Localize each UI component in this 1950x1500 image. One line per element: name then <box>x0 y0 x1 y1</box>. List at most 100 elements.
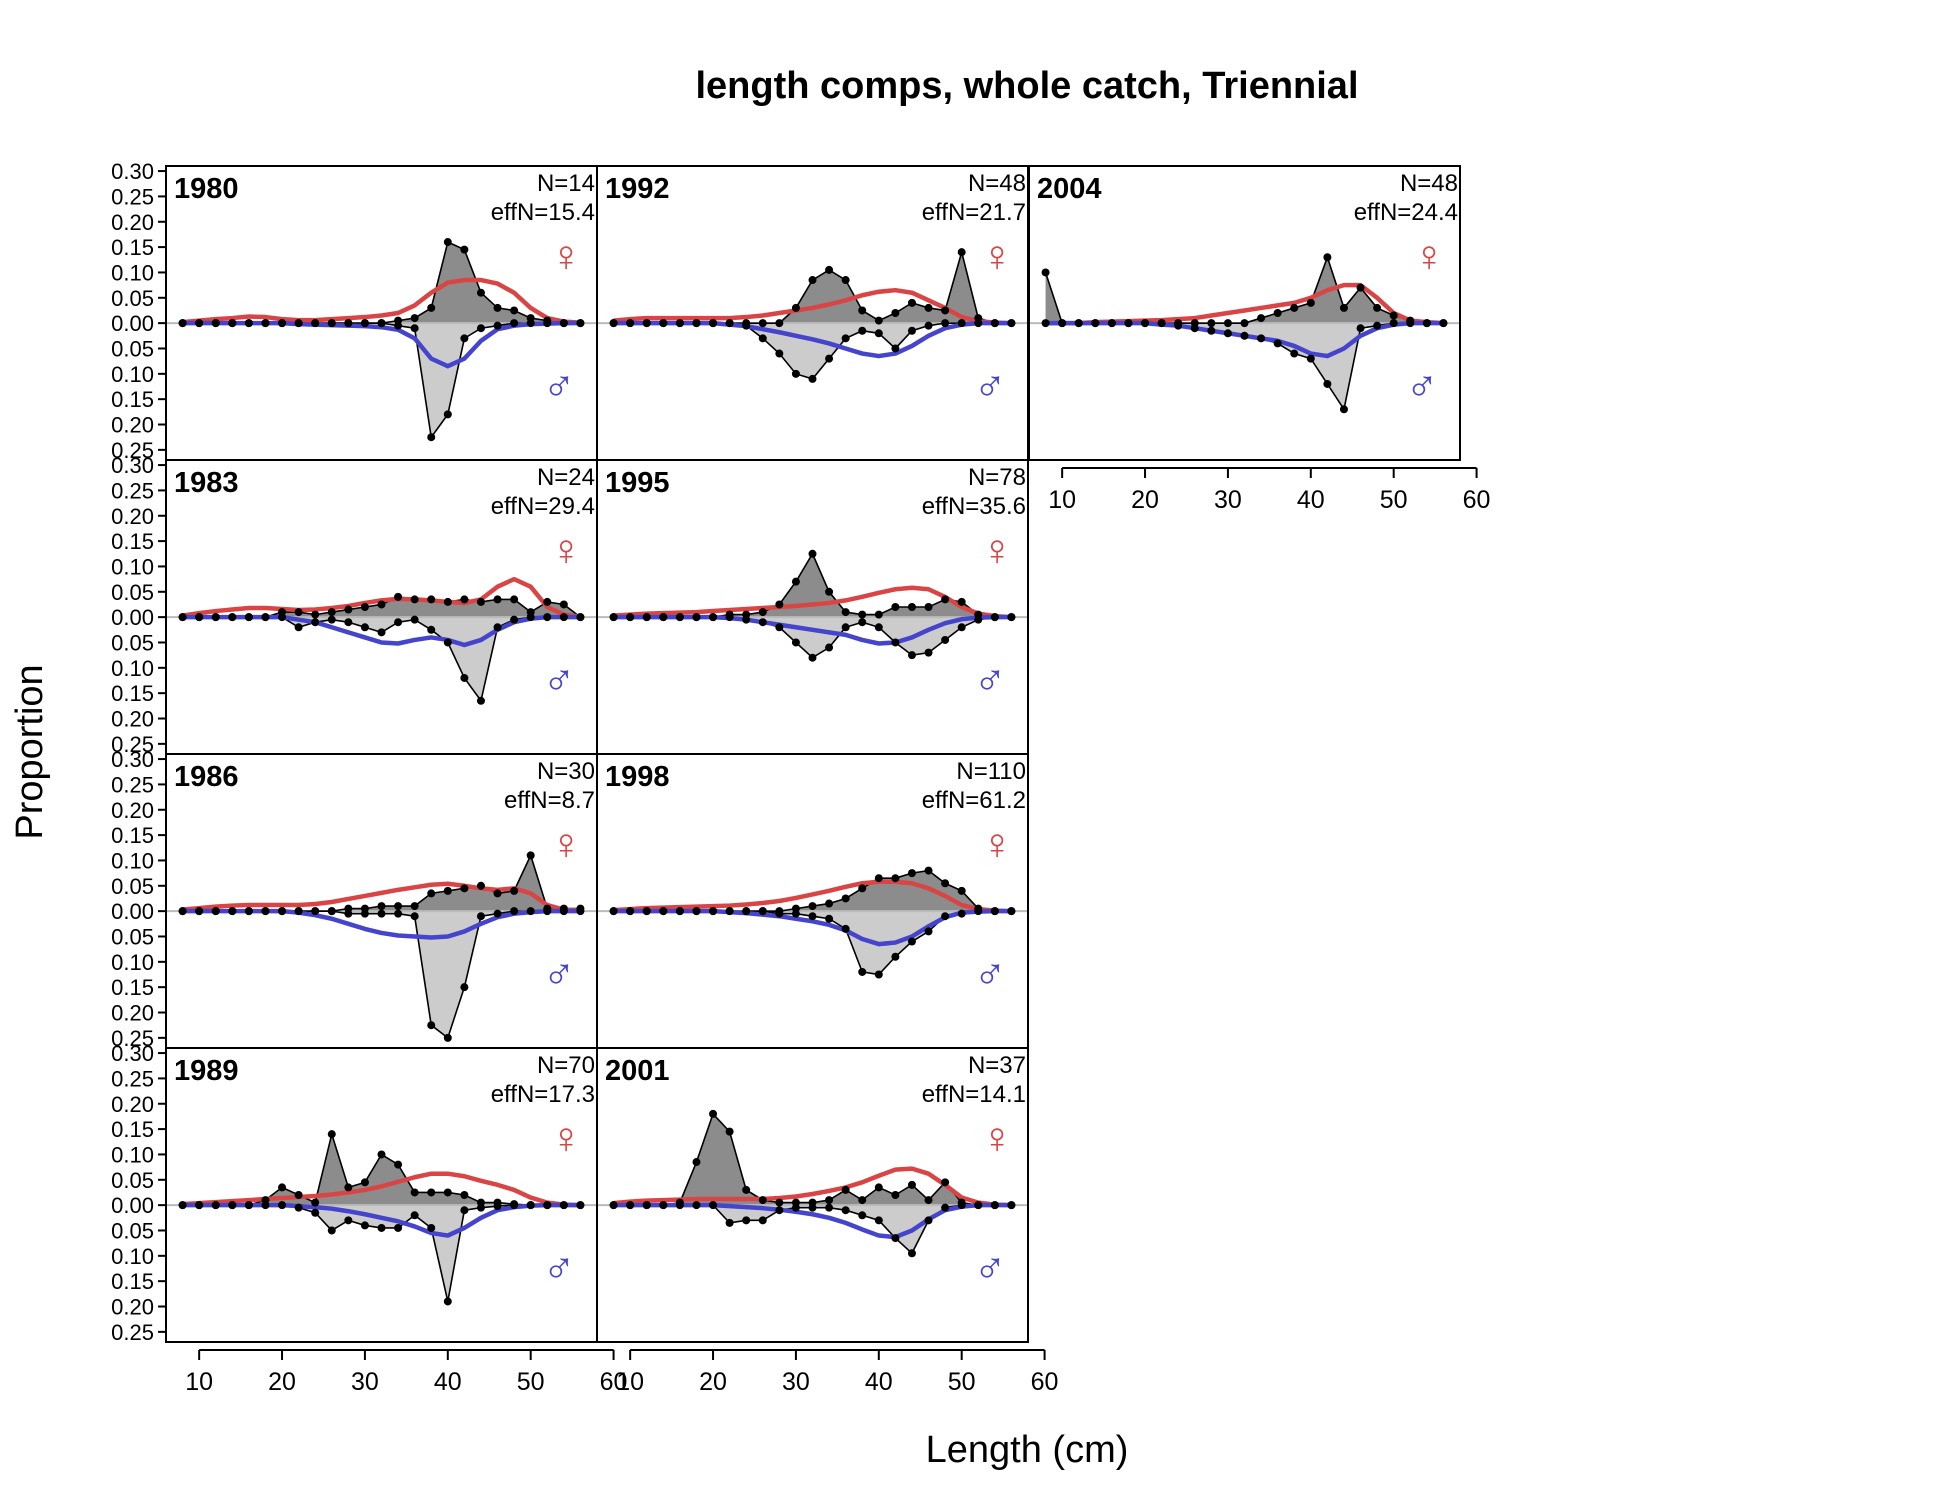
female-symbol-icon: ♀ <box>981 1114 1014 1163</box>
male-point <box>195 907 204 916</box>
female-point <box>1207 319 1216 328</box>
male-point <box>261 1201 270 1210</box>
female-point <box>825 587 834 596</box>
male-point <box>675 907 684 916</box>
observed-male-area <box>613 911 1012 975</box>
male-point <box>692 613 701 622</box>
female-point <box>692 1158 701 1167</box>
panel-year-label: 1995 <box>605 467 670 499</box>
male-point <box>360 623 369 632</box>
male-point <box>1389 319 1398 328</box>
male-point <box>576 319 585 328</box>
observed-male-area <box>182 323 581 438</box>
male-point <box>427 433 436 442</box>
male-point <box>874 329 883 338</box>
x-tick-label: 20 <box>268 1368 296 1396</box>
male-symbol-icon: ♂ <box>543 656 576 705</box>
panel-n-label: N=78 <box>968 464 1026 491</box>
y-tick-label: 0.15 <box>111 681 154 706</box>
observed-male-line <box>182 322 581 440</box>
male-point <box>244 907 253 916</box>
male-symbol-icon: ♂ <box>974 656 1007 705</box>
male-point <box>526 907 535 916</box>
male-point <box>974 319 983 328</box>
male-point <box>791 369 800 378</box>
male-point <box>924 648 933 657</box>
male-point <box>1373 321 1382 330</box>
x-axis-label: Length (cm) <box>926 1429 1129 1471</box>
female-point <box>493 889 502 898</box>
female-point <box>510 306 519 315</box>
male-point <box>609 613 618 622</box>
x-tick-label: 30 <box>1214 486 1242 514</box>
male-point <box>808 1203 817 1212</box>
male-point <box>559 1201 568 1210</box>
male-point <box>1074 319 1083 328</box>
observed-male-area <box>613 617 1012 658</box>
female-point <box>874 1183 883 1192</box>
male-point <box>394 618 403 627</box>
y-tick-label: 0.05 <box>111 1218 154 1243</box>
male-point <box>1041 319 1050 328</box>
male-point <box>907 651 916 660</box>
male-point <box>791 638 800 647</box>
male-point <box>261 613 270 622</box>
male-point <box>278 613 287 622</box>
male-point <box>825 914 834 923</box>
male-point <box>1273 339 1282 348</box>
male-point <box>1190 324 1199 333</box>
panel-effn-label: effN=15.4 <box>491 199 595 226</box>
female-point <box>476 288 485 297</box>
male-point <box>493 623 502 632</box>
female-point <box>808 902 817 911</box>
female-point <box>443 1188 452 1197</box>
male-symbol-icon: ♂ <box>543 950 576 999</box>
male-point <box>841 623 850 632</box>
male-point <box>742 321 751 330</box>
panel-effn-label: effN=24.4 <box>1354 199 1458 226</box>
female-point <box>493 303 502 312</box>
y-tick-label: 0.25 <box>111 1026 154 1051</box>
panel-year-label: 1989 <box>174 1055 239 1087</box>
female-point <box>924 1196 933 1205</box>
male-point <box>526 613 535 622</box>
female-point <box>394 592 403 601</box>
female-point <box>344 1183 353 1192</box>
male-point <box>675 1201 684 1210</box>
panel-effn-label: effN=14.1 <box>922 1081 1026 1108</box>
female-point <box>957 248 966 257</box>
panel-n-label: N=48 <box>968 170 1026 197</box>
female-point <box>543 597 552 606</box>
female-point <box>825 899 834 908</box>
female-point <box>460 884 469 893</box>
y-tick-label: 0.15 <box>111 1269 154 1294</box>
male-point <box>294 1203 303 1212</box>
female-point <box>278 1183 287 1192</box>
male-point <box>758 618 767 627</box>
x-tick-label: 50 <box>1380 486 1408 514</box>
y-tick-label: 0.15 <box>111 823 154 848</box>
y-tick-label: 0.25 <box>111 438 154 463</box>
x-tick-label: 40 <box>865 1368 893 1396</box>
panel-year-label: 2001 <box>605 1055 670 1087</box>
male-point <box>941 912 950 921</box>
female-point <box>360 1178 369 1187</box>
male-point <box>427 625 436 634</box>
male-point <box>1356 324 1365 333</box>
male-point <box>195 1201 204 1210</box>
male-point <box>178 907 187 916</box>
female-point <box>460 1191 469 1199</box>
female-symbol-icon: ♀ <box>550 820 583 869</box>
male-point <box>244 319 253 328</box>
male-point <box>725 1218 734 1227</box>
panel-effn-label: effN=17.3 <box>491 1081 595 1108</box>
y-tick-label: 0.05 <box>111 924 154 949</box>
female-point <box>941 1178 950 1187</box>
male-point <box>990 1201 999 1210</box>
observed-female-area <box>182 242 581 324</box>
female-point <box>924 866 933 875</box>
male-point <box>460 334 469 343</box>
male-point <box>858 618 867 627</box>
male-point <box>493 909 502 918</box>
male-point <box>692 907 701 916</box>
